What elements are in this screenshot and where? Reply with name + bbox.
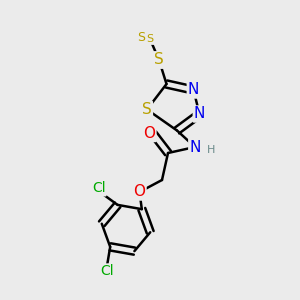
Text: N: N	[188, 82, 199, 98]
Text: S: S	[154, 52, 164, 68]
Text: H: H	[206, 145, 215, 155]
Text: S: S	[137, 31, 146, 44]
Text: S: S	[154, 52, 164, 68]
Text: S: S	[142, 102, 152, 117]
Text: N: N	[194, 106, 205, 122]
Text: Cl: Cl	[100, 264, 114, 278]
Text: S: S	[146, 34, 154, 44]
Text: N: N	[189, 140, 201, 154]
Text: O: O	[134, 184, 146, 200]
Text: Cl: Cl	[92, 182, 106, 195]
Text: O: O	[143, 126, 155, 141]
